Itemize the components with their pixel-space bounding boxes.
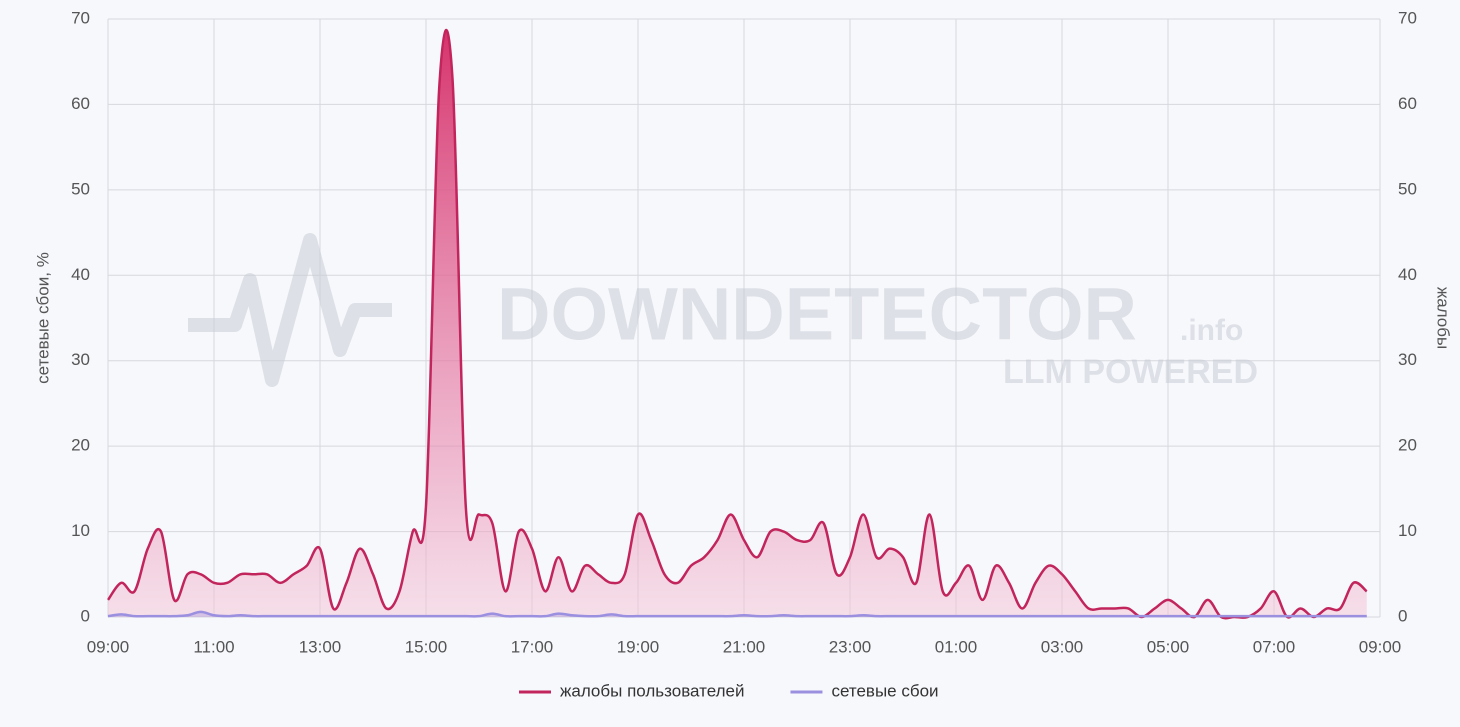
y2-tick-label: 60: [1398, 94, 1417, 113]
x-tick-label: 05:00: [1147, 637, 1190, 656]
y-tick-label: 10: [71, 521, 90, 540]
legend: жалобы пользователей сетевые сбои: [519, 681, 939, 700]
x-tick-label: 01:00: [935, 637, 978, 656]
series-line: [107, 610, 1367, 618]
y2-tick-label: 20: [1398, 436, 1417, 455]
x-tick-label: 09:00: [1359, 637, 1402, 656]
x-tick-label: 13:00: [299, 637, 342, 656]
x-tick-label: 09:00: [87, 637, 130, 656]
watermark-text: .info: [1180, 314, 1243, 347]
y-tick-label: 40: [71, 265, 90, 284]
watermark-text: DOWNDETECTOR: [497, 273, 1137, 356]
x-tick-label: 19:00: [617, 637, 660, 656]
x-tick-label: 23:00: [829, 637, 872, 656]
legend-label: сетевые сбои: [831, 681, 938, 700]
watermark-text: LLM POWERED: [1003, 353, 1258, 391]
y2-tick-label: 30: [1398, 350, 1417, 369]
x-tick-label: 15:00: [405, 637, 448, 656]
y2-tick-label: 0: [1398, 606, 1407, 625]
y-tick-label: 70: [71, 8, 90, 27]
y-tick-label: 0: [81, 606, 90, 625]
y-tick-label: 50: [71, 179, 90, 198]
x-tick-label: 11:00: [193, 637, 234, 656]
legend-label: жалобы пользователей: [560, 681, 744, 700]
x-tick-label: 07:00: [1253, 637, 1296, 656]
x-tick-label: 21:00: [723, 637, 766, 656]
y-tick-label: 60: [71, 94, 90, 113]
watermark-icon: [188, 233, 392, 387]
y-tick-label: 20: [71, 436, 90, 455]
x-tick-label: 03:00: [1041, 637, 1084, 656]
y2-tick-label: 70: [1398, 8, 1417, 27]
x-tick-label: 17:00: [511, 637, 554, 656]
y-axis-title: сетевые сбои, %: [33, 252, 52, 384]
y-tick-label: 30: [71, 350, 90, 369]
y2-tick-label: 50: [1398, 179, 1417, 198]
y2-tick-label: 40: [1398, 265, 1417, 284]
watermark: DOWNDETECTOR .info LLM POWERED: [188, 233, 1258, 391]
y2-axis-title: жалобы: [1434, 287, 1453, 349]
y2-tick-label: 10: [1398, 521, 1417, 540]
